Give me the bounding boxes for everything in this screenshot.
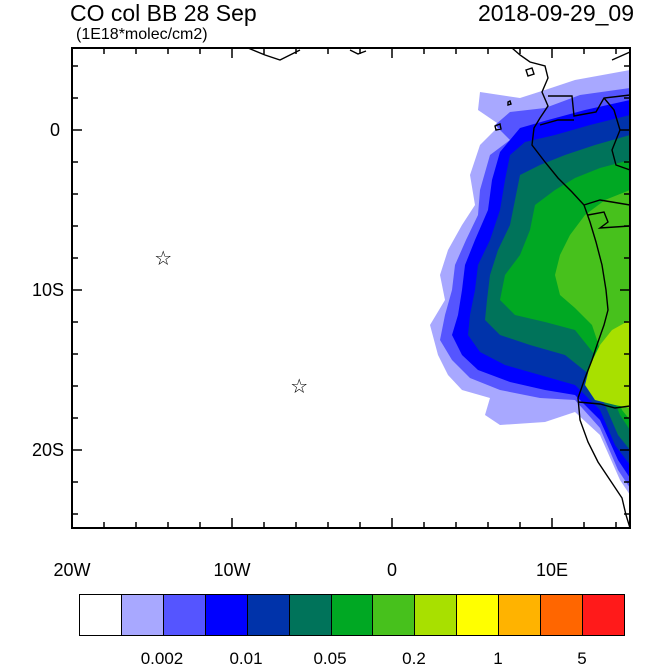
coastline-africa <box>511 48 630 528</box>
map-units: (1E18*molec/cm2) <box>76 26 208 43</box>
colorbar-box <box>373 595 416 635</box>
colorbar-box <box>289 595 332 635</box>
colorbar-box <box>163 595 206 635</box>
map-datetime: 2018-09-29_09 <box>477 0 634 26</box>
colorbar-box <box>499 595 542 635</box>
island-1 <box>525 67 535 77</box>
y-tick-label-20s: 20S <box>31 440 64 460</box>
border-5 <box>587 211 630 229</box>
border-7 <box>611 51 630 61</box>
colorbar-label-5: 5 <box>577 649 587 668</box>
coastline-top-2 <box>349 49 367 55</box>
border-1 <box>548 94 630 117</box>
x-tick-label-20w: 20W <box>53 560 91 580</box>
colorbar-box <box>205 595 248 635</box>
x-tick-label-0: 0 <box>386 560 397 580</box>
island-2 <box>494 123 502 131</box>
plume-yellow-green <box>585 320 630 408</box>
x-tick-label-10e: 10E <box>535 560 569 580</box>
coastlines <box>247 48 630 528</box>
plume-layer <box>430 70 630 495</box>
island-3 <box>507 100 512 106</box>
colorbar-label-0.2: 0.2 <box>402 649 426 668</box>
star-marker-icon: ☆ <box>154 246 172 270</box>
coastline-top <box>247 48 301 61</box>
colorbar <box>79 594 625 636</box>
star-marker-icon: ☆ <box>290 374 308 398</box>
y-tick-label-10s: 10S <box>31 280 64 300</box>
colorbar-box <box>415 595 458 635</box>
y-tick-label-0: 0 <box>49 120 60 140</box>
colorbar-label-0.01: 0.01 <box>229 649 263 668</box>
colorbar-box <box>583 595 624 635</box>
colorbar-label-0.002: 0.002 <box>140 649 184 668</box>
colorbar-box <box>457 595 500 635</box>
border-4 <box>583 199 630 206</box>
map-title: CO col BB 28 Sep <box>70 0 257 26</box>
colorbar-label-1: 1 <box>493 649 503 668</box>
colorbar-label-0.05: 0.05 <box>313 649 347 668</box>
marker-layer: ☆☆ <box>154 246 308 398</box>
colorbar-box <box>80 595 122 635</box>
border-6 <box>577 401 630 409</box>
plot-frame <box>71 47 631 529</box>
border-3 <box>603 97 630 171</box>
border-2 <box>539 119 574 126</box>
colorbar-box <box>121 595 164 635</box>
x-tick-label-10w: 10W <box>213 560 251 580</box>
axis-ticks <box>71 48 630 528</box>
colorbar-box <box>541 595 584 635</box>
colorbar-box <box>331 595 374 635</box>
colorbar-box <box>247 595 290 635</box>
